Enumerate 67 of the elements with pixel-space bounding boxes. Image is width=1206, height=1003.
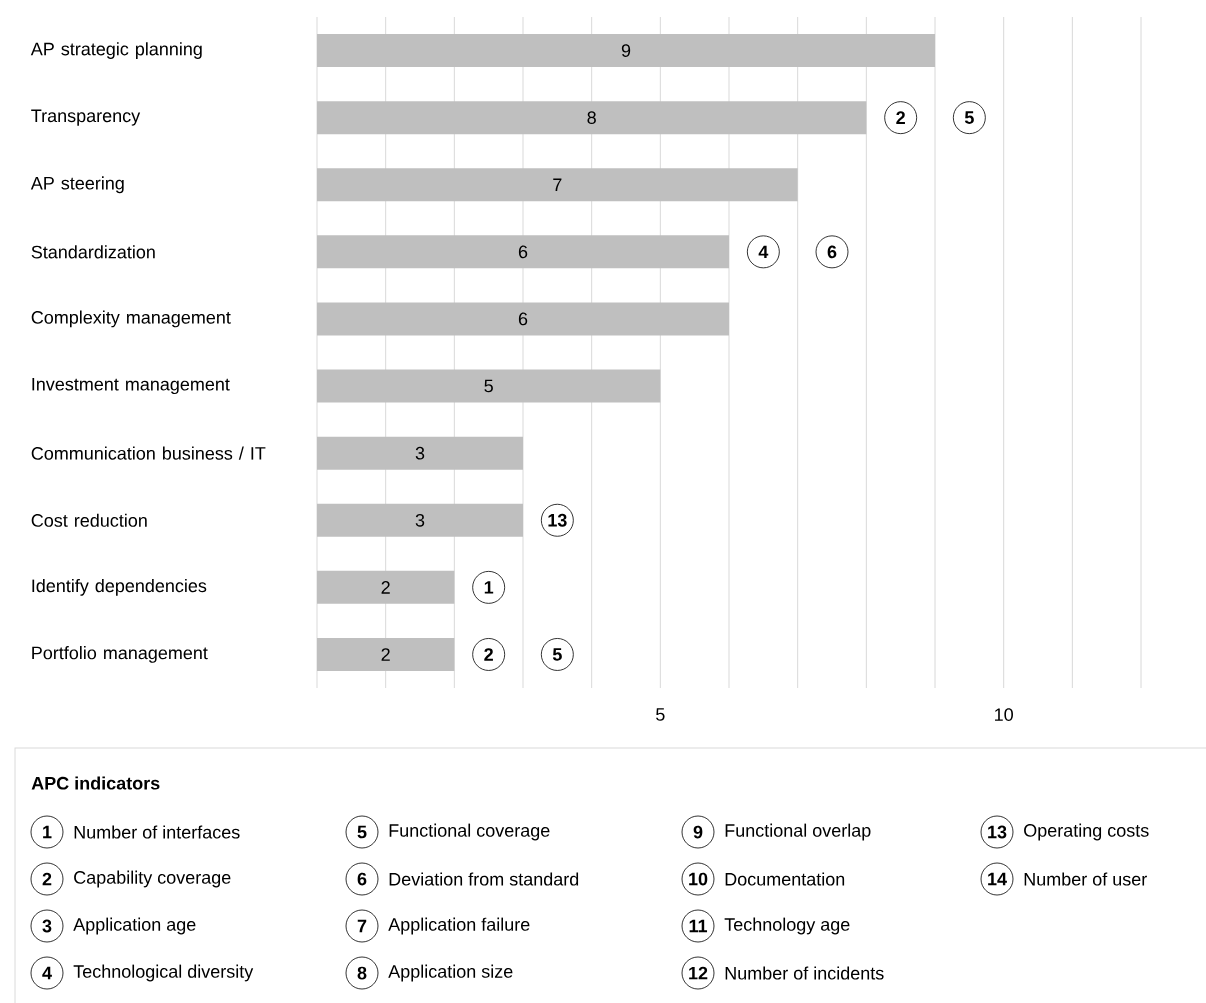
text: 13 (988, 825, 1007, 839)
data-label: 8 (587, 111, 596, 125)
y-tick-label: Standardization (31, 245, 155, 259)
annotation: 4 (758, 245, 769, 259)
text: Application failure (388, 917, 530, 935)
annotation: 2 (484, 648, 493, 661)
annotation: 5 (964, 111, 974, 124)
text: 2 (42, 872, 52, 886)
y-tick-label: Cost reduction (31, 513, 147, 527)
text: Functional overlap (725, 823, 871, 841)
bar (317, 235, 730, 269)
text: 10 (689, 872, 708, 886)
annotation: 5 (552, 648, 562, 661)
data-label: 9 (621, 44, 631, 57)
bar (317, 302, 730, 336)
text: Deviation from standard (389, 872, 579, 886)
annotation: 13 (548, 513, 567, 527)
text: 7 (357, 919, 367, 933)
text: Capability coverage (74, 870, 231, 888)
text: Operating costs (1024, 823, 1149, 841)
bar (317, 168, 798, 202)
text: 11 (689, 919, 708, 933)
bar (317, 637, 455, 671)
text: Application size (388, 964, 513, 982)
text: 8 (357, 966, 367, 980)
bar (317, 570, 455, 604)
bar (317, 369, 661, 403)
text: 9 (693, 825, 703, 839)
data-label: 2 (381, 648, 390, 661)
y-tick-label: AP steering (30, 176, 124, 194)
text: Documentation (725, 872, 845, 886)
y-tick-label: AP strategic planning (30, 42, 202, 59)
data-label: 7 (553, 178, 562, 191)
text: Functional coverage (389, 823, 550, 841)
annotation: 6 (827, 245, 837, 259)
bar (317, 34, 936, 68)
text: Number of user (1024, 872, 1147, 886)
text: Number of incidents (725, 966, 884, 980)
bar (317, 101, 867, 135)
y-tick-label: Transparency (31, 109, 141, 126)
text: 6 (357, 872, 367, 886)
text: Technological diversity (73, 964, 254, 982)
legend-title: APC indicators (31, 776, 160, 790)
y-tick-label: Communication business / IT (31, 446, 266, 460)
annotation: 1 (484, 581, 494, 594)
bar (317, 503, 523, 537)
data-label: 3 (415, 446, 425, 460)
bar (317, 436, 523, 470)
y-tick-label: Investment management (32, 377, 230, 395)
data-label: 3 (415, 513, 425, 527)
data-label: 6 (518, 312, 528, 326)
y-tick-label: Portfolio management (32, 646, 208, 663)
data-label: 5 (484, 379, 493, 393)
text: 5 (357, 825, 367, 839)
text: Application age (73, 917, 196, 935)
text: Number of interfaces (74, 825, 240, 839)
text: 14 (988, 872, 1007, 886)
text: 3 (42, 919, 52, 933)
text: 4 (42, 966, 52, 980)
data-label: 2 (381, 581, 390, 594)
text: Technology age (724, 917, 850, 935)
annotation: 2 (896, 111, 905, 124)
y-tick-label: Identify dependencies (32, 578, 207, 596)
text: 12 (689, 966, 708, 980)
text: 1 (43, 825, 52, 839)
data-label: 6 (518, 245, 528, 259)
y-tick-label: Complexity management (31, 310, 231, 328)
